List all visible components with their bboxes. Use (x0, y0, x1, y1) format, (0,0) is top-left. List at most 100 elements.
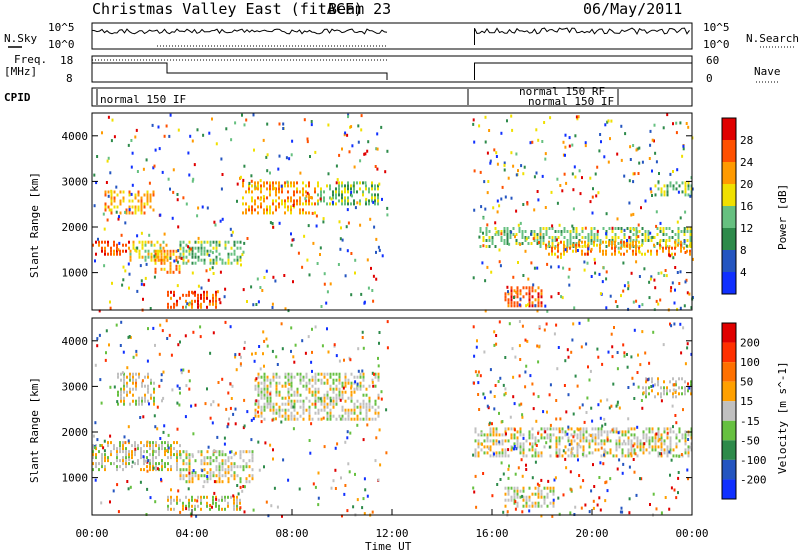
data-cell (607, 160, 610, 164)
data-cell (341, 405, 344, 409)
data-cell (299, 211, 301, 215)
data-cell (603, 439, 606, 443)
data-cell (233, 240, 236, 244)
data-cell (640, 399, 643, 402)
data-cell (176, 384, 179, 388)
data-cell (236, 484, 239, 487)
data-cell (381, 197, 383, 201)
data-cell (269, 181, 271, 185)
data-cell (196, 214, 199, 218)
data-cell (182, 249, 185, 253)
data-cell (107, 441, 109, 445)
data-cell (551, 236, 554, 239)
data-cell (347, 411, 350, 415)
data-cell (129, 336, 132, 339)
data-cell (280, 184, 283, 188)
nsky-label: N.Sky (4, 32, 37, 45)
data-cell (689, 227, 692, 230)
data-cell (326, 396, 329, 400)
data-cell (362, 497, 365, 501)
data-cell (491, 242, 494, 245)
data-cell (557, 246, 559, 250)
data-cell (616, 217, 619, 221)
data-cell (182, 368, 185, 372)
data-cell (122, 243, 124, 247)
data-cell (645, 392, 647, 396)
data-cell (236, 495, 238, 499)
data-cell (117, 248, 120, 252)
data-cell (309, 451, 312, 455)
data-cell (344, 399, 347, 403)
data-cell (639, 363, 642, 367)
data-cell (386, 213, 389, 217)
data-cell (362, 402, 365, 406)
data-cell (492, 439, 495, 443)
data-cell (375, 147, 378, 151)
data-cell (344, 484, 347, 487)
data-cell (218, 471, 221, 475)
data-cell (679, 121, 682, 125)
data-cell (96, 344, 99, 348)
data-cell (317, 496, 320, 500)
data-cell (131, 460, 134, 464)
data-cell (575, 243, 577, 247)
data-cell (510, 495, 513, 499)
data-cell (123, 375, 125, 379)
data-cell (94, 363, 97, 367)
data-cell (620, 294, 622, 298)
data-cell (627, 451, 630, 455)
data-cell (497, 233, 500, 236)
data-cell (350, 381, 353, 385)
data-cell (212, 453, 215, 457)
data-cell (216, 290, 219, 294)
data-cell (338, 393, 341, 397)
data-cell (574, 175, 577, 179)
data-cell (95, 252, 97, 256)
data-cell (92, 456, 94, 460)
data-cell (206, 456, 209, 460)
data-cell (116, 453, 118, 457)
data-cell (236, 182, 239, 186)
data-cell (570, 350, 573, 354)
data-cell (359, 408, 362, 412)
data-cell (579, 430, 582, 434)
data-cell (608, 243, 610, 247)
data-cell (197, 249, 200, 253)
data-cell (526, 202, 529, 206)
data-cell (179, 471, 182, 475)
data-cell (362, 405, 365, 409)
data-cell (124, 210, 127, 214)
data-cell (536, 482, 539, 486)
data-cell (149, 307, 152, 310)
data-cell (275, 208, 277, 212)
data-cell (212, 296, 214, 300)
data-cell (251, 456, 254, 460)
data-cell (488, 129, 491, 132)
data-cell (278, 190, 280, 194)
data-cell (262, 330, 265, 334)
data-cell (621, 471, 624, 475)
data-cell (160, 249, 163, 253)
data-cell (103, 449, 106, 453)
data-cell (92, 434, 95, 438)
data-cell (209, 504, 212, 507)
data-cell (287, 205, 289, 209)
data-cell (363, 512, 366, 516)
data-cell (236, 261, 239, 265)
data-cell (474, 439, 477, 443)
data-cell (272, 199, 274, 203)
data-cell (299, 405, 302, 409)
data-cell (662, 246, 664, 250)
data-cell (658, 437, 661, 441)
data-cell (493, 148, 496, 152)
data-cell (167, 441, 169, 445)
data-cell (103, 264, 106, 268)
data-cell (504, 454, 507, 458)
power-colorbar-label: Power [dB] (776, 184, 789, 250)
data-cell (347, 221, 350, 225)
data-cell (586, 261, 589, 265)
data-cell (350, 393, 353, 397)
data-cell (161, 444, 163, 448)
data-cell (302, 193, 304, 197)
data-cell (589, 200, 592, 204)
